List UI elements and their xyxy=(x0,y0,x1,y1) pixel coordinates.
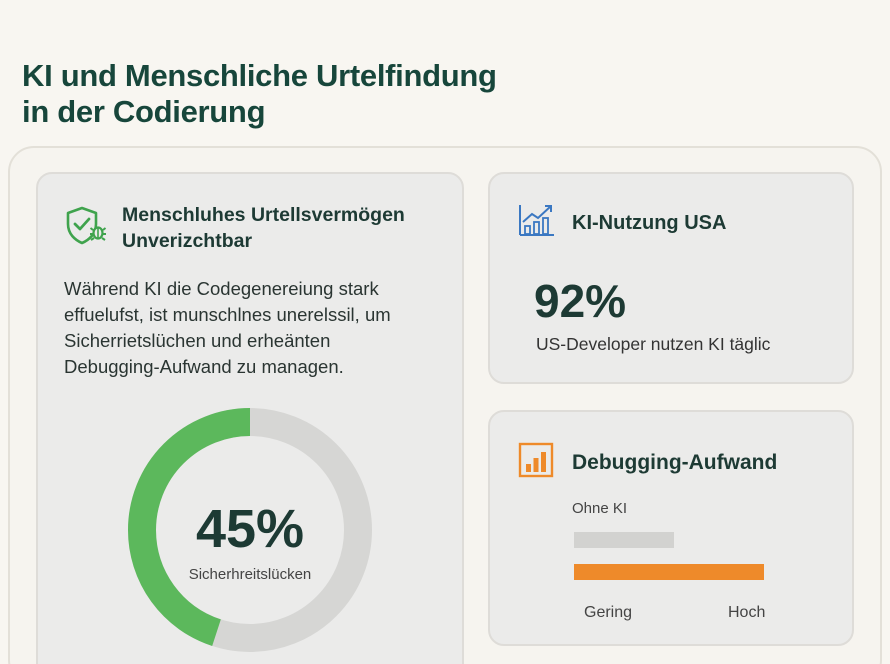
axis-label-low: Gering xyxy=(584,604,633,621)
bar-label-without-ai: Ohne KI xyxy=(572,500,628,517)
ai-usage-label: US-Developer nutzen KI täglic xyxy=(536,334,771,354)
ring-progress-arc xyxy=(128,408,372,652)
bar-chart-icon xyxy=(518,442,554,483)
ring-value: 45% xyxy=(195,499,305,559)
description-line: Während KI die Codegenereiung stark xyxy=(64,278,379,299)
ring-label: Sicherhreitslücken xyxy=(188,566,312,583)
human-judgement-heading-line2: Unverizchtbar xyxy=(122,230,253,252)
page-title-line2: in der Codierung xyxy=(22,94,266,129)
bar-with-ai xyxy=(574,564,764,580)
growth-chart-icon xyxy=(518,202,556,243)
human-judgement-description: Während KI die Codegenereiung stark effu… xyxy=(64,276,444,380)
human-judgement-header: Menschluhes Urtellsvermögen Unverizchtba… xyxy=(64,202,405,254)
ai-usage-heading: KI-Nutzung USA xyxy=(572,211,727,234)
human-judgement-heading: Menschluhes Urtellsvermögen Unverizchtba… xyxy=(122,202,405,254)
debugging-effort-header: Debugging-Aufwand xyxy=(518,442,777,483)
description-line: Sicherrietslüchen und erheänten xyxy=(64,330,331,351)
ai-usage-value: 92% xyxy=(534,275,627,327)
ai-usage-header: KI-Nutzung USA xyxy=(518,202,726,243)
human-judgement-card: Menschluhes Urtellsvermögen Unverizchtba… xyxy=(36,172,464,664)
security-gaps-ring: 45% Sicherhreitslücken xyxy=(126,406,374,654)
description-line: effuelufst, ist munschlnes unerelssil, u… xyxy=(64,304,391,325)
bar-without-ai xyxy=(574,532,674,548)
description-line: Debugging-Aufwand zu managen. xyxy=(64,356,344,377)
page-title: KI und Menschliche Urtelfindung in der C… xyxy=(22,58,497,130)
axis-label-high: Hoch xyxy=(728,604,766,621)
debugging-effort-card: Debugging-Aufwand Ohne KI Gering Hoch xyxy=(488,410,854,646)
human-judgement-heading-line1: Menschluhes Urtellsvermögen xyxy=(122,204,405,226)
ai-usage-usa-card: KI-Nutzung USA 92% US-Developer nutzen K… xyxy=(488,172,854,384)
shield-bug-icon xyxy=(64,204,108,253)
debugging-effort-heading: Debugging-Aufwand xyxy=(572,450,778,474)
page-title-line1: KI und Menschliche Urtelfindung xyxy=(22,58,497,93)
